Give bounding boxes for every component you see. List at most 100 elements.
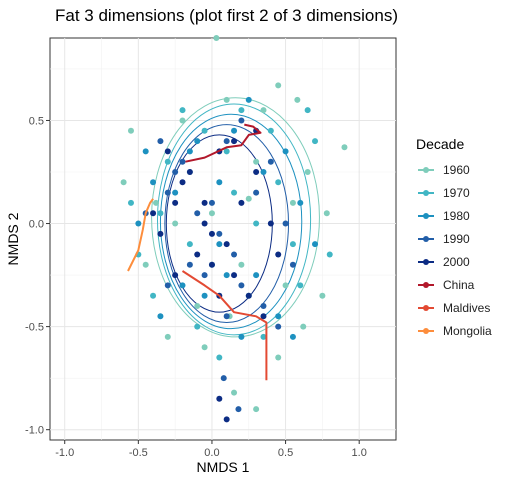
point-2000 bbox=[179, 179, 186, 186]
point-1960 bbox=[164, 333, 171, 340]
point-1990 bbox=[267, 158, 274, 165]
point-1960 bbox=[194, 303, 201, 309]
y-tick-label: -0.5 bbox=[25, 322, 44, 334]
point-1980 bbox=[157, 313, 164, 320]
legend: Decade 1960 1970 1980 1990 2000 China Maldives… bbox=[416, 136, 510, 342]
point-1970 bbox=[289, 241, 296, 248]
point-1990 bbox=[235, 406, 242, 413]
point-1970 bbox=[304, 107, 311, 114]
legend-swatch-point bbox=[423, 281, 429, 288]
point-1980 bbox=[245, 96, 252, 103]
point-1990 bbox=[223, 313, 230, 320]
ellipse-1960 bbox=[151, 97, 320, 338]
point-1960 bbox=[153, 199, 160, 206]
legend-item-2000: 2000 bbox=[416, 250, 510, 273]
point-1980 bbox=[238, 333, 245, 340]
point-1990 bbox=[201, 272, 208, 279]
point-1980 bbox=[135, 220, 142, 227]
point-1970 bbox=[267, 127, 274, 134]
point-1970 bbox=[157, 210, 164, 217]
point-1970 bbox=[201, 127, 208, 134]
point-1960 bbox=[341, 144, 348, 151]
point-2000 bbox=[201, 220, 208, 227]
point-1960 bbox=[319, 292, 326, 299]
legend-label: 1980 bbox=[443, 208, 470, 223]
point-2000 bbox=[216, 395, 223, 402]
point-1990 bbox=[164, 189, 171, 196]
point-1970 bbox=[275, 179, 282, 186]
point-1970 bbox=[260, 333, 267, 340]
x-axis-label: NMDS 1 bbox=[197, 459, 250, 475]
point-1970 bbox=[150, 292, 157, 299]
point-1960 bbox=[282, 282, 289, 289]
point-1980 bbox=[260, 169, 267, 175]
point-1980 bbox=[179, 282, 186, 289]
legend-key-Mongolia bbox=[416, 321, 436, 341]
point-1960 bbox=[260, 107, 267, 114]
point-2000 bbox=[260, 313, 267, 320]
point-1960 bbox=[120, 179, 127, 186]
point-1980 bbox=[282, 148, 289, 155]
line-Maldives bbox=[181, 270, 268, 381]
point-2000 bbox=[208, 230, 215, 237]
point-1980 bbox=[142, 148, 149, 155]
legend-swatch-point bbox=[423, 258, 429, 265]
legend-swatch-point bbox=[423, 166, 429, 173]
point-1980 bbox=[194, 138, 201, 145]
point-1970 bbox=[312, 138, 319, 145]
point-1980 bbox=[186, 148, 193, 155]
point-1970 bbox=[127, 199, 134, 206]
point-1960 bbox=[213, 35, 220, 41]
point-1990 bbox=[172, 169, 179, 175]
legend-key-1990 bbox=[416, 229, 436, 249]
y-tick-label: 0.5 bbox=[29, 115, 44, 127]
point-1960 bbox=[127, 127, 134, 134]
point-1960 bbox=[323, 210, 330, 217]
point-1970 bbox=[179, 107, 186, 114]
point-1990 bbox=[289, 261, 296, 268]
y-tick-label: 0.0 bbox=[29, 219, 44, 231]
point-1960 bbox=[201, 344, 208, 351]
point-1990 bbox=[238, 282, 245, 289]
country-trajectories bbox=[127, 123, 268, 381]
point-1980 bbox=[216, 241, 223, 248]
legend-label: 2000 bbox=[443, 254, 470, 269]
legend-key-1960 bbox=[416, 160, 436, 180]
legend-item-1960: 1960 bbox=[416, 158, 510, 181]
y-tick-label: -1.0 bbox=[25, 425, 44, 437]
point-1960 bbox=[275, 354, 282, 361]
legend-title: Decade bbox=[416, 136, 465, 152]
point-2000 bbox=[275, 251, 282, 258]
y-axis-label: NMDS 2 bbox=[5, 212, 21, 265]
point-2000 bbox=[267, 220, 274, 227]
point-1980 bbox=[201, 292, 208, 299]
point-1990 bbox=[179, 158, 186, 165]
line-China bbox=[185, 123, 262, 163]
legend-label: 1970 bbox=[443, 185, 470, 200]
point-1970 bbox=[326, 251, 333, 258]
point-2000 bbox=[194, 251, 201, 258]
point-1980 bbox=[150, 179, 157, 186]
point-1990 bbox=[275, 323, 282, 330]
point-1960 bbox=[142, 261, 149, 268]
legend-item-Maldives: Maldives bbox=[416, 296, 510, 319]
legend-label: 1960 bbox=[443, 162, 470, 177]
legend-item-1970: 1970 bbox=[416, 181, 510, 204]
point-2000 bbox=[172, 272, 179, 279]
point-2000 bbox=[164, 148, 171, 155]
legend-key-China bbox=[416, 275, 436, 295]
point-1960 bbox=[253, 158, 260, 165]
point-1990 bbox=[223, 138, 230, 145]
point-1960 bbox=[253, 406, 260, 413]
legend-item-1980: 1980 bbox=[416, 204, 510, 227]
point-1990 bbox=[186, 261, 193, 268]
point-1980 bbox=[172, 189, 179, 196]
point-1960 bbox=[300, 323, 307, 330]
legend-key-2000 bbox=[416, 252, 436, 272]
point-1960 bbox=[245, 195, 252, 202]
point-1960 bbox=[179, 117, 186, 124]
x-tick-label: -1.0 bbox=[55, 447, 74, 459]
point-1990 bbox=[238, 117, 245, 124]
point-1960 bbox=[304, 169, 311, 175]
